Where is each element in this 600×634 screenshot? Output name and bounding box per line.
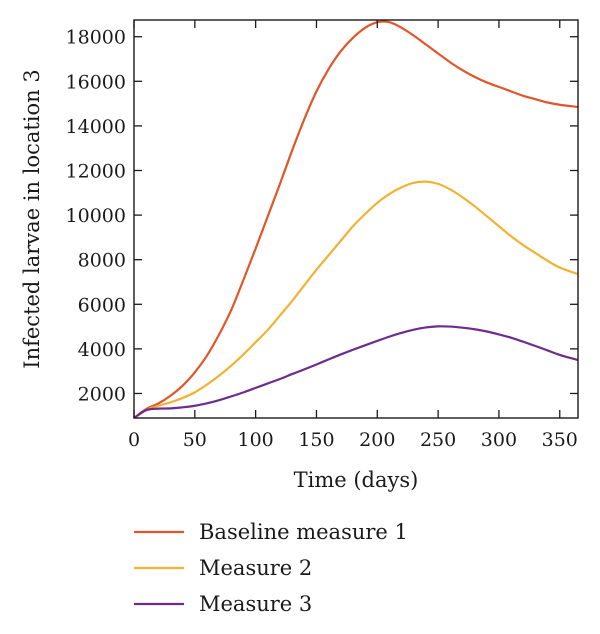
series-line-2 — [134, 180, 578, 418]
x-tick-label: 50 — [183, 429, 207, 451]
x-tick-label: 150 — [298, 429, 334, 451]
y-tick-label: 8000 — [78, 250, 126, 272]
y-tick-label: 2000 — [78, 383, 126, 405]
legend: Baseline measure 1 Measure 2 Measure 3 — [134, 520, 408, 616]
y-tick-label: 10000 — [66, 205, 126, 227]
y-tick-label: 16000 — [66, 71, 126, 93]
x-tick-label: 0 — [128, 429, 140, 451]
y-tick-label: 18000 — [66, 27, 126, 49]
y-tick-label: 14000 — [66, 116, 126, 138]
y-axis: 2000 4000 6000 8000 10000 12000 14000 16000 1800… — [66, 27, 578, 405]
y-tick-label: 4000 — [78, 339, 126, 361]
x-tick-label: 350 — [542, 429, 578, 451]
y-axis-title: Infected larvae in location 3 — [20, 69, 44, 368]
series-line-1 — [134, 20, 578, 418]
x-tick-label: 300 — [481, 429, 517, 451]
x-tick-label: 200 — [359, 429, 395, 451]
y-tick-label: 12000 — [66, 161, 126, 183]
plot-area — [133, 19, 579, 419]
x-tick-label: 250 — [420, 429, 456, 451]
x-tick-label: 100 — [238, 429, 274, 451]
legend-label-1: Baseline measure 1 — [199, 520, 408, 544]
y-tick-label: 6000 — [78, 294, 126, 316]
series-line-3 — [134, 325, 578, 418]
legend-label-2: Measure 2 — [199, 556, 312, 580]
x-axis-title: Time (days) — [294, 468, 419, 492]
plot-frame — [133, 19, 579, 419]
x-axis: 0 50 100 150 200 250 300 350 — [128, 20, 578, 451]
legend-label-3: Measure 3 — [199, 592, 312, 616]
